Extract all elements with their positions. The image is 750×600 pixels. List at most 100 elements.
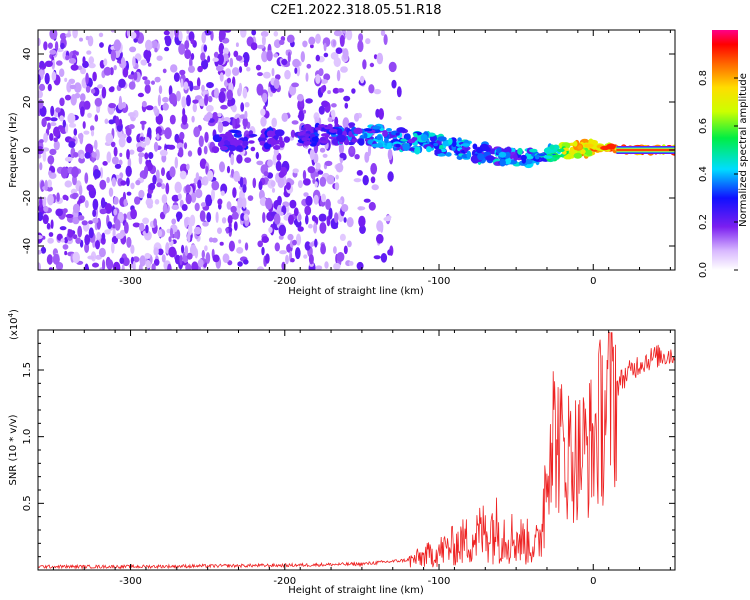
noise-speck [153, 258, 160, 266]
noise-speck [193, 226, 202, 235]
noise-speck [192, 103, 197, 113]
signal-blob [321, 133, 330, 137]
noise-speck [140, 59, 148, 66]
noise-speck [56, 60, 63, 66]
noise-speck [211, 237, 218, 243]
noise-speck [201, 84, 205, 92]
noise-speck [351, 88, 356, 94]
noise-speck [256, 160, 264, 166]
noise-speck [219, 241, 224, 246]
noise-speck [151, 80, 155, 85]
signal-blob [437, 153, 446, 157]
colorbar-tick-label: 0.0 [698, 262, 709, 278]
noise-speck [300, 51, 305, 63]
noise-speck [44, 60, 53, 67]
noise-speck [174, 254, 181, 265]
signal-blob [226, 134, 234, 142]
signal-blob [577, 144, 583, 150]
noise-speck [178, 30, 183, 42]
noise-speck [38, 153, 42, 159]
noise-speck [145, 259, 151, 269]
noise-speck [190, 38, 195, 45]
noise-speck [227, 215, 233, 225]
noise-speck [82, 121, 86, 129]
noise-speck [65, 33, 72, 38]
noise-speck [255, 64, 262, 71]
signal-blob [426, 146, 432, 153]
noise-speck [50, 117, 58, 122]
signal-blob [395, 143, 401, 148]
noise-speck [342, 117, 350, 129]
noise-speck [344, 102, 349, 109]
noise-speck [189, 214, 196, 227]
noise-speck [278, 171, 285, 178]
noise-speck [305, 72, 309, 82]
signal-blob [348, 130, 353, 138]
noise-speck [214, 87, 219, 99]
noise-speck [197, 146, 202, 156]
noise-speck [376, 52, 384, 65]
noise-speck [202, 221, 209, 227]
noise-speck [107, 221, 113, 230]
noise-speck [64, 236, 68, 244]
noise-speck [200, 202, 207, 208]
signal-blob [297, 132, 306, 137]
noise-speck [59, 115, 65, 122]
noise-speck [321, 193, 326, 203]
noise-speck [47, 179, 52, 188]
signal-blob [499, 158, 506, 167]
noise-speck [161, 194, 168, 204]
noise-speck [137, 92, 144, 98]
signal-blob [311, 136, 319, 142]
noise-speck [135, 179, 141, 186]
x-tick-label: -100 [428, 276, 451, 287]
noise-speck [42, 214, 49, 224]
noise-speck [84, 172, 89, 184]
noise-speck [204, 94, 209, 106]
noise-speck [111, 236, 118, 244]
noise-speck [260, 116, 267, 127]
noise-speck [111, 242, 115, 254]
noise-speck [315, 74, 321, 84]
noise-speck [118, 95, 122, 107]
noise-speck [387, 171, 394, 182]
noise-speck [219, 72, 224, 82]
signal-blob [228, 145, 237, 152]
noise-speck [65, 213, 74, 219]
noise-speck [114, 163, 122, 169]
noise-speck [302, 170, 307, 180]
noise-speck [320, 243, 326, 255]
noise-speck [337, 199, 343, 205]
noise-speck [333, 30, 342, 37]
noise-speck [197, 65, 203, 73]
noise-speck [174, 181, 182, 194]
colorbar-tick-label: 0.4 [698, 166, 709, 182]
signal-blob [384, 137, 389, 143]
noise-speck [119, 257, 125, 265]
noise-speck [238, 239, 242, 244]
noise-speck [216, 65, 224, 72]
noise-speck [130, 208, 138, 220]
noise-speck [242, 184, 247, 193]
noise-speck [138, 222, 145, 232]
noise-speck [88, 220, 94, 225]
noise-speck [115, 116, 120, 127]
noise-speck [265, 197, 273, 210]
noise-speck [387, 148, 393, 161]
noise-speck [341, 204, 349, 212]
signal-blob [543, 155, 553, 159]
y-tick-label: 0 [22, 147, 33, 153]
colorbar-ticks: 0.0 0.2 0.4 0.6 0.8 [698, 70, 738, 278]
noise-speck [206, 212, 212, 223]
noise-speck [118, 78, 126, 89]
noise-speck [239, 177, 244, 188]
noise-speck [235, 55, 243, 61]
signal-blob [477, 153, 485, 161]
noise-speck [288, 214, 294, 225]
noise-speck [48, 170, 52, 176]
noise-speck [140, 120, 147, 125]
noise-speck [368, 201, 376, 211]
noise-speck [317, 170, 324, 175]
noise-speck [256, 266, 265, 270]
signal-blob [363, 132, 368, 139]
